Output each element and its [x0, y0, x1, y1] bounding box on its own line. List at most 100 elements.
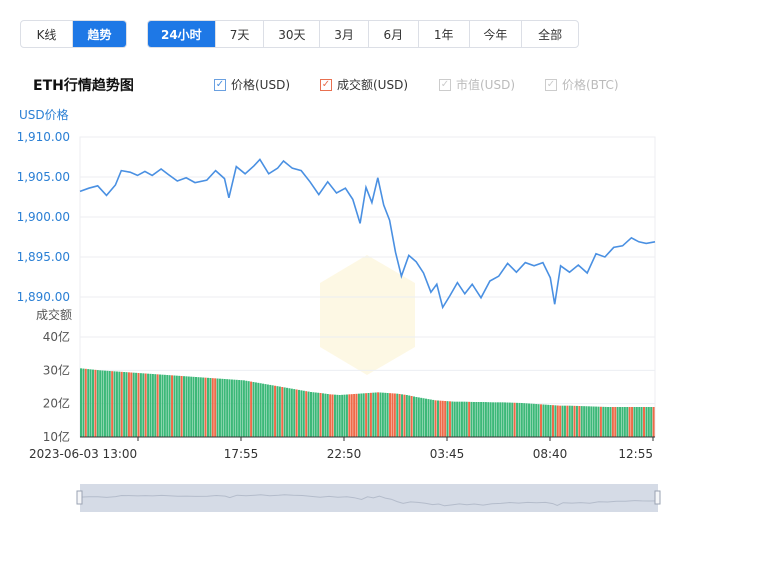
volume-bar — [154, 374, 157, 437]
volume-bar — [216, 378, 219, 437]
navigator-left-handle[interactable] — [76, 490, 83, 505]
volume-bar — [130, 372, 133, 437]
volume-bar — [317, 392, 320, 437]
volume-bar — [319, 393, 322, 437]
volume-bar — [264, 384, 267, 437]
tab-1y[interactable]: 1年 — [419, 21, 470, 47]
volume-bar — [113, 371, 116, 437]
volume-bar — [240, 380, 243, 437]
volume-bar — [513, 402, 516, 437]
volume-bar — [173, 375, 176, 437]
volume-bar — [101, 370, 104, 437]
volume-bar — [324, 393, 327, 437]
volume-bar — [422, 398, 425, 437]
price-tick-label: 1,910.00 — [17, 130, 70, 144]
volume-bar — [523, 403, 526, 437]
volume-bar — [607, 407, 610, 437]
volume-bar — [228, 379, 231, 437]
volume-ticks: 40亿 30亿 20亿 10亿 — [43, 329, 70, 444]
x-axis-ticks: 2023-06-03 13:00 17:55 22:50 03:45 08:40 12:5… — [29, 436, 655, 461]
tab-6m[interactable]: 6月 — [369, 21, 419, 47]
volume-bar — [635, 407, 638, 437]
volume-bar — [470, 401, 473, 437]
tab-30d[interactable]: 30天 — [264, 21, 321, 47]
volume-bar — [233, 379, 236, 437]
volume-bar — [300, 390, 303, 437]
volume-bar — [87, 369, 90, 437]
volume-bar — [441, 400, 444, 437]
volume-bar — [82, 368, 85, 437]
volume-bar — [142, 373, 145, 437]
volume-bar — [554, 405, 557, 437]
volume-tick-label: 20亿 — [43, 396, 70, 411]
x-tick-label: 03:45 — [430, 447, 465, 461]
checkbox-icon: ✓ — [439, 78, 451, 91]
tab-kline[interactable]: K线 — [21, 21, 74, 47]
volume-bar — [571, 405, 574, 437]
tab-trend[interactable]: 趋势 — [73, 21, 126, 47]
volume-bar — [367, 393, 370, 437]
volume-bar — [551, 405, 554, 437]
tab-ytd[interactable]: 今年 — [470, 21, 523, 47]
price-tick-label: 1,905.00 — [17, 170, 70, 184]
navigator-right-handle[interactable] — [654, 490, 661, 505]
volume-bar — [192, 376, 195, 437]
checkbox-icon: ✓ — [320, 78, 332, 91]
volume-bar — [439, 400, 442, 437]
volume-bar — [528, 403, 531, 437]
volume-bar — [544, 404, 547, 437]
legend-volume-usd[interactable]: ✓ 成交额(USD) — [320, 76, 408, 93]
navigator-line — [79, 494, 659, 507]
tab-24h[interactable]: 24小时 — [148, 21, 216, 47]
volume-bar — [166, 375, 169, 437]
volume-bar — [379, 392, 382, 437]
volume-bar — [149, 373, 152, 437]
legend-marketcap-usd: ✓ 市值(USD) — [439, 76, 515, 93]
volume-bar — [480, 402, 483, 437]
price-axis-label: USD价格 — [19, 107, 69, 122]
volume-bar — [530, 403, 533, 437]
volume-bar — [307, 391, 310, 437]
volume-bar — [585, 406, 588, 437]
legend-price-usd[interactable]: ✓ 价格(USD) — [214, 76, 290, 93]
volume-bar — [209, 378, 212, 437]
tab-3m[interactable]: 3月 — [320, 21, 369, 47]
volume-bar — [496, 402, 499, 437]
volume-bar — [218, 378, 221, 437]
volume-bar — [451, 401, 454, 437]
x-tick-label: 17:55 — [224, 447, 259, 461]
volume-bar — [508, 402, 511, 437]
volume-bar — [628, 407, 631, 437]
x-tick-label: 08:40 — [533, 447, 568, 461]
volume-bar — [398, 394, 401, 437]
volume-bar — [226, 379, 229, 437]
volume-bar — [118, 371, 121, 437]
volume-bar — [535, 404, 538, 437]
volume-bar — [290, 388, 293, 437]
volume-bar — [537, 404, 540, 437]
checkbox-icon: ✓ — [545, 78, 557, 91]
legend-price-btc: ✓ 价格(BTC) — [545, 76, 619, 93]
range-navigator[interactable] — [76, 484, 661, 512]
volume-bar — [475, 402, 478, 437]
volume-bar — [286, 387, 289, 437]
volume-bar — [178, 375, 181, 437]
volume-bar — [305, 391, 308, 437]
volume-bar — [288, 388, 291, 437]
navigator-track — [80, 484, 658, 512]
volume-bar — [168, 375, 171, 437]
volume-bar — [336, 394, 339, 437]
volume-bar — [302, 390, 305, 437]
volume-bar — [211, 378, 214, 437]
volume-bar — [425, 398, 427, 437]
volume-bar — [420, 397, 423, 437]
volume-bar — [623, 407, 626, 437]
tab-7d[interactable]: 7天 — [216, 21, 265, 47]
tab-all[interactable]: 全部 — [538, 27, 563, 42]
volume-bar — [542, 404, 545, 437]
volume-bar — [127, 372, 130, 437]
volume-bar — [278, 386, 281, 437]
volume-bar — [206, 377, 209, 437]
volume-bar — [94, 369, 97, 437]
